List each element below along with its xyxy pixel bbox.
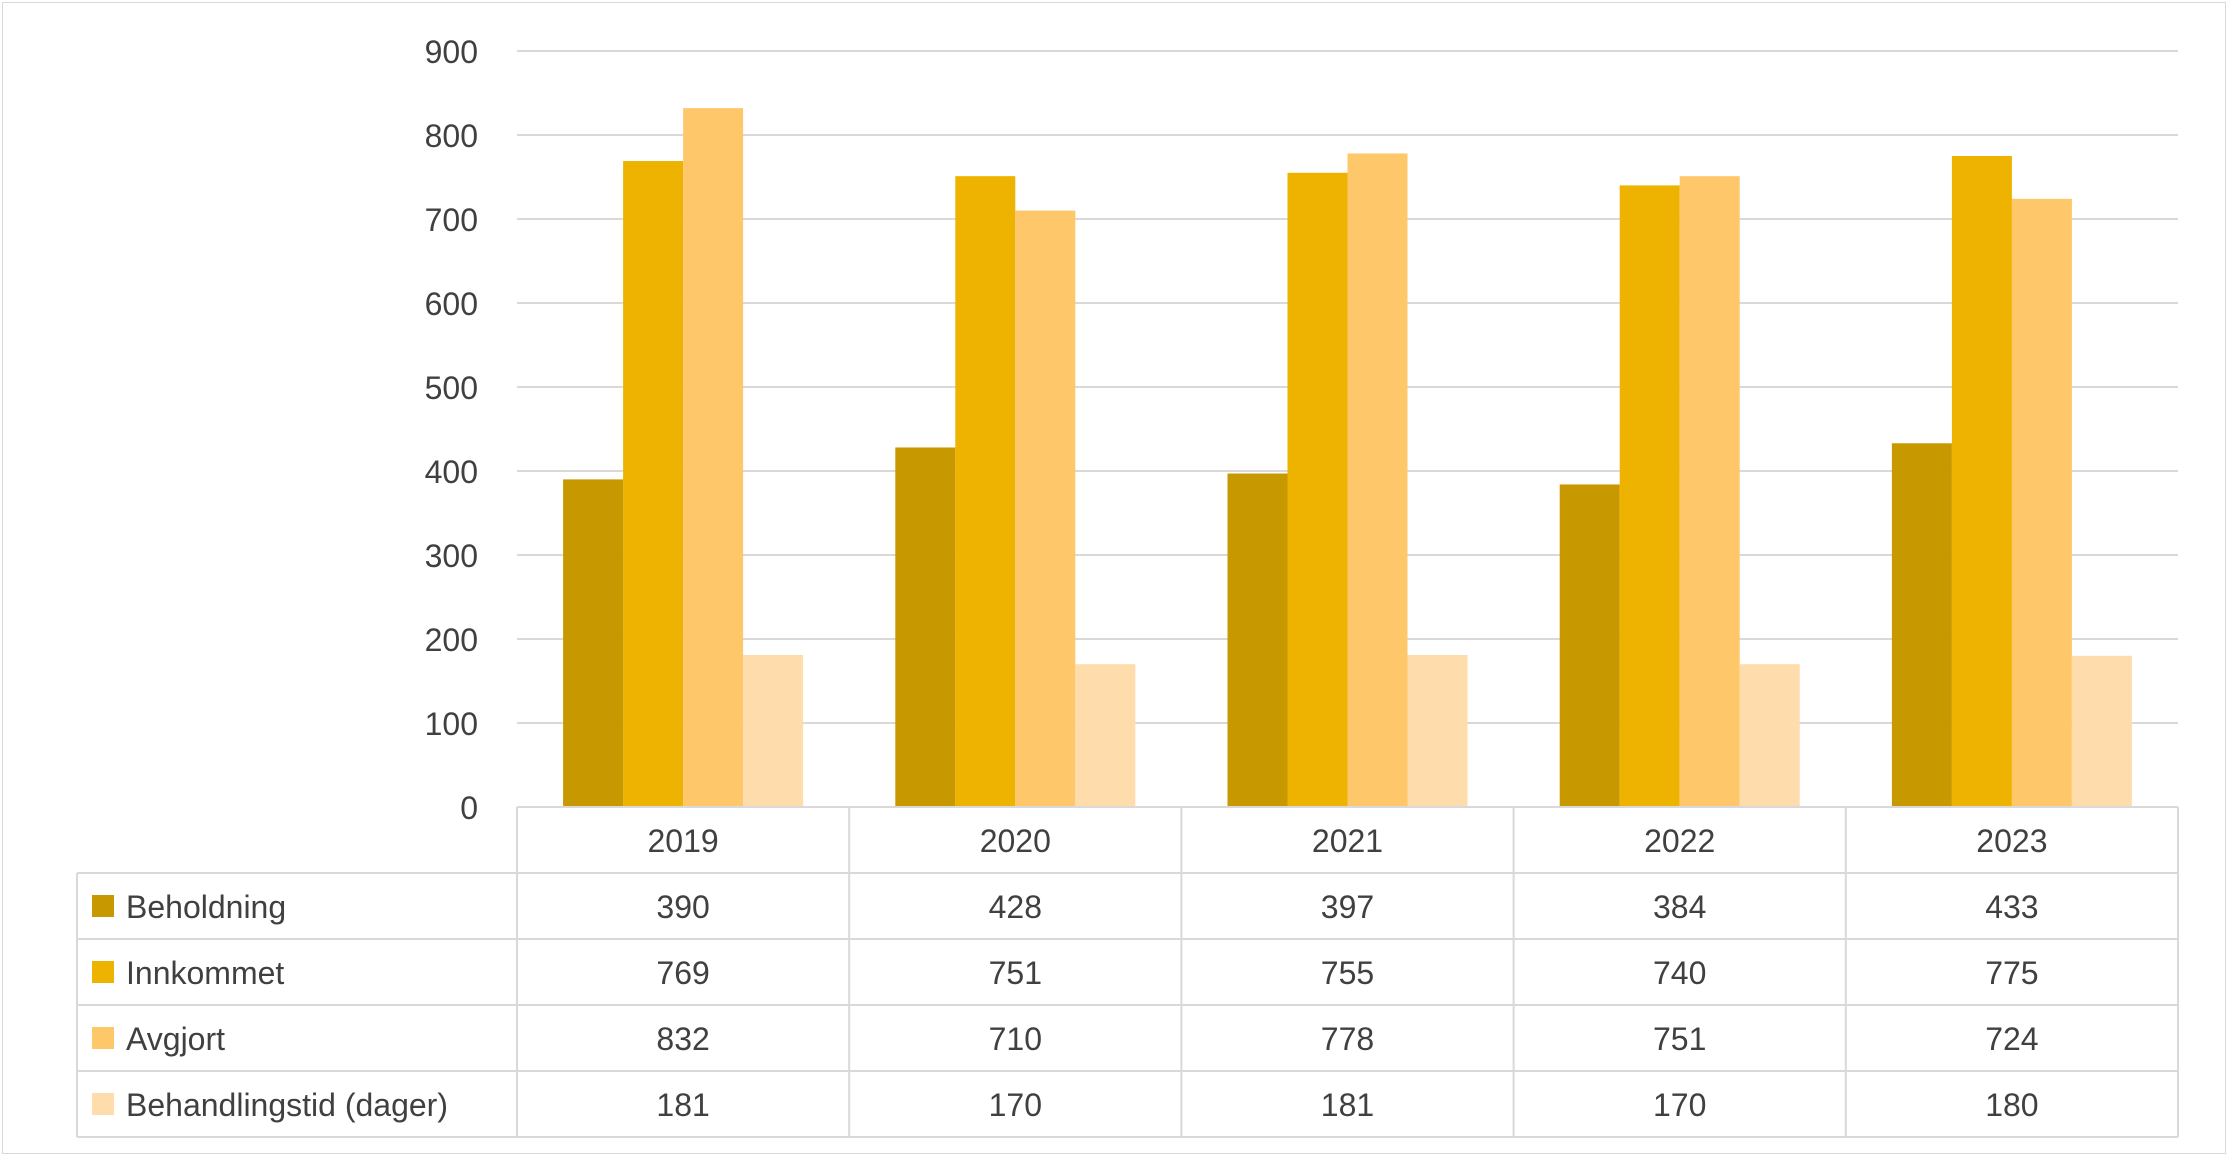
y-tick-label: 0 xyxy=(460,790,478,826)
legend-label: Avgjort xyxy=(126,1021,225,1057)
legend-label: Beholdning xyxy=(126,889,286,925)
legend-swatch xyxy=(92,1027,114,1049)
data-table-value: 724 xyxy=(1985,1021,2038,1057)
data-table-value: 751 xyxy=(1653,1021,1706,1057)
data-table-value: 390 xyxy=(656,889,709,925)
bar xyxy=(2071,655,2132,807)
bar xyxy=(743,654,804,807)
y-tick-label: 600 xyxy=(425,286,478,322)
x-category-label: 2023 xyxy=(1976,823,2047,859)
data-table-value: 170 xyxy=(1653,1087,1706,1123)
bar xyxy=(683,108,744,808)
bar xyxy=(1075,664,1136,807)
data-table-value: 710 xyxy=(989,1021,1042,1057)
x-category-label: 2021 xyxy=(1312,823,1383,859)
data-table-value: 384 xyxy=(1653,889,1706,925)
bars xyxy=(563,108,2132,808)
legend-swatch xyxy=(92,1093,114,1115)
bar xyxy=(1951,156,2012,807)
bar xyxy=(1287,172,1348,808)
data-table-value: 778 xyxy=(1321,1021,1374,1057)
data-table-value: 775 xyxy=(1985,955,2038,991)
y-tick-label: 400 xyxy=(425,454,478,490)
bar xyxy=(623,161,684,808)
bar xyxy=(1347,153,1408,808)
bar xyxy=(1015,210,1076,808)
y-tick-label: 300 xyxy=(425,538,478,574)
y-tick-label: 500 xyxy=(425,370,478,406)
data-table-value: 433 xyxy=(1985,889,2038,925)
bar xyxy=(1227,473,1288,807)
data-table-value: 428 xyxy=(989,889,1042,925)
data-table-value: 832 xyxy=(656,1021,709,1057)
y-tick-label: 700 xyxy=(425,202,478,238)
legend-label: Innkommet xyxy=(126,955,284,991)
legend-label: Behandlingstid (dager) xyxy=(126,1087,448,1123)
legend-swatch xyxy=(92,961,114,983)
legend-swatch xyxy=(92,895,114,917)
data-table-value: 769 xyxy=(656,955,709,991)
x-category-label: 2020 xyxy=(980,823,1051,859)
bar xyxy=(1559,484,1620,807)
y-tick-label: 800 xyxy=(425,118,478,154)
bar xyxy=(895,447,956,807)
data-table-value: 181 xyxy=(1321,1087,1374,1123)
y-axis-tick-labels: 0 100 200 300 400 500 600 700 800 900 xyxy=(425,34,478,826)
data-table-value: 397 xyxy=(1321,889,1374,925)
x-category-label: 2019 xyxy=(648,823,719,859)
bar xyxy=(1619,185,1680,807)
y-tick-label: 100 xyxy=(425,706,478,742)
bar xyxy=(1739,664,1800,807)
data-table-value: 751 xyxy=(989,955,1042,991)
bar xyxy=(1407,654,1468,807)
x-category-label: 2022 xyxy=(1644,823,1715,859)
y-tick-label: 200 xyxy=(425,622,478,658)
bar xyxy=(563,479,624,807)
data-table-value: 170 xyxy=(989,1087,1042,1123)
y-tick-label: 900 xyxy=(425,34,478,70)
data-table-value: 180 xyxy=(1985,1087,2038,1123)
bar xyxy=(1679,176,1740,807)
data-table: 2019 2020 2021 2022 2023 Beholdning 390 428 397 3… xyxy=(76,806,2179,1138)
data-table-value: 740 xyxy=(1653,955,1706,991)
bar xyxy=(1891,443,1952,807)
bar xyxy=(955,176,1016,807)
data-table-value: 755 xyxy=(1321,955,1374,991)
data-table-value: 181 xyxy=(656,1087,709,1123)
bar xyxy=(2011,198,2072,808)
